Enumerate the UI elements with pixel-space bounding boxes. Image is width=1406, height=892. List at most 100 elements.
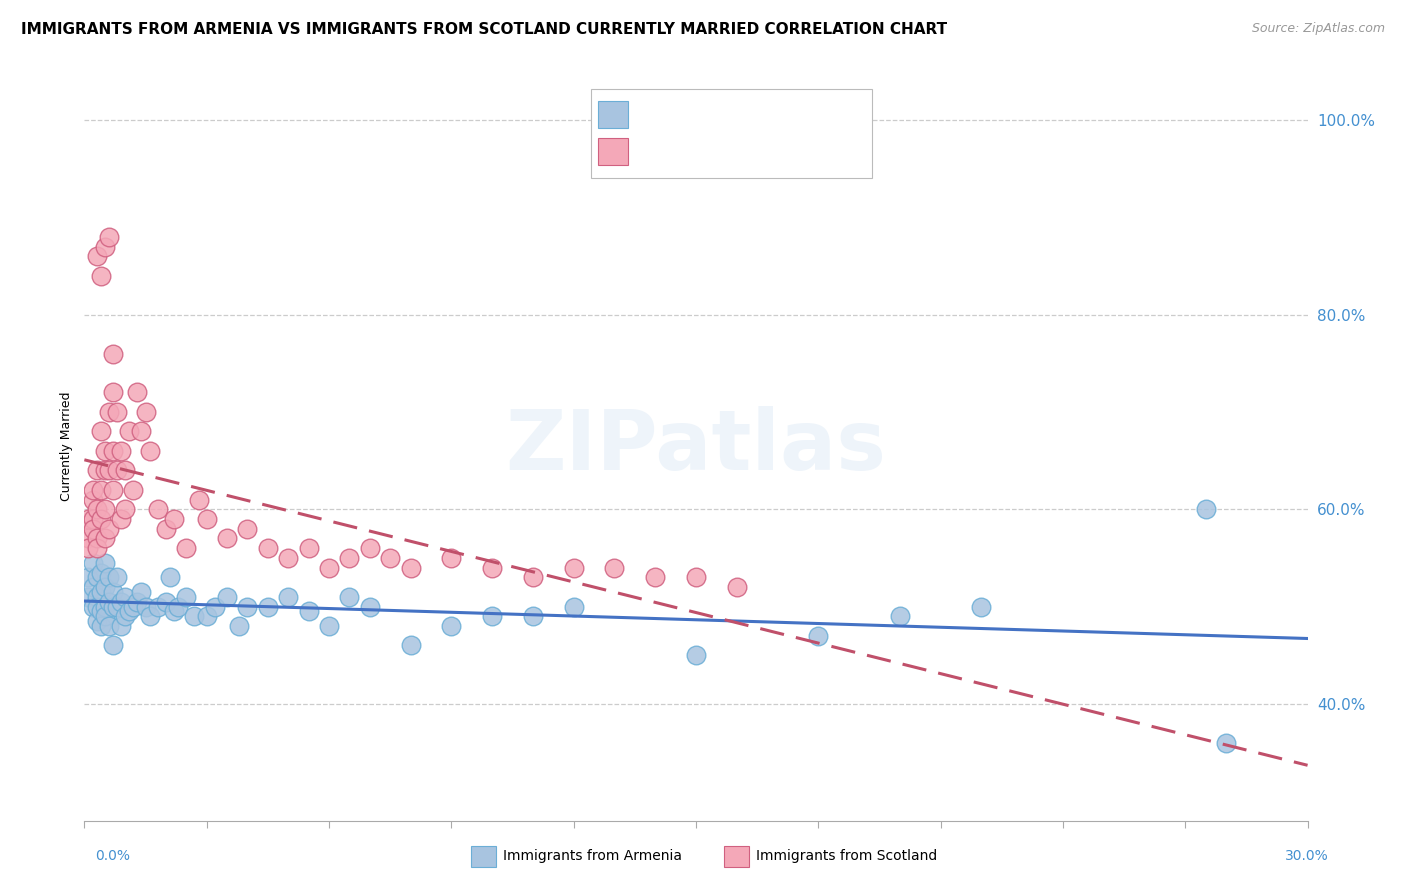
Point: [122, 483, 145, 497]
Point: [105, 405, 128, 419]
Point: [93, 580, 115, 594]
Text: Source: ZipAtlas.com: Source: ZipAtlas.com: [1251, 22, 1385, 36]
Point: [277, 550, 299, 565]
Point: [159, 570, 181, 584]
Point: [195, 512, 218, 526]
Point: [86, 502, 108, 516]
Point: [101, 599, 124, 614]
Point: [90, 585, 112, 599]
Text: 0.0%: 0.0%: [96, 849, 131, 863]
Point: [138, 443, 160, 458]
Point: [101, 639, 124, 653]
Point: [82, 599, 104, 614]
Point: [101, 346, 124, 360]
Point: [339, 590, 361, 604]
Point: [725, 580, 748, 594]
Point: [522, 609, 544, 624]
Point: [101, 585, 124, 599]
Point: [114, 590, 136, 604]
Point: [90, 512, 112, 526]
Point: [90, 619, 112, 633]
Text: R =  0.201   N = 64: R = 0.201 N = 64: [636, 104, 825, 122]
Point: [86, 590, 108, 604]
Point: [77, 541, 100, 556]
Point: [399, 560, 422, 574]
Point: [105, 570, 128, 584]
Point: [97, 522, 120, 536]
Point: [82, 492, 104, 507]
Point: [174, 590, 197, 604]
Point: [90, 483, 112, 497]
Point: [440, 550, 463, 565]
Point: [105, 599, 128, 614]
Point: [82, 580, 104, 594]
Point: [93, 502, 115, 516]
Point: [82, 522, 104, 536]
Point: [183, 609, 205, 624]
Point: [97, 229, 120, 244]
Point: [110, 443, 132, 458]
Point: [97, 595, 120, 609]
Point: [167, 599, 190, 614]
Point: [562, 599, 585, 614]
Point: [217, 590, 239, 604]
Point: [155, 522, 177, 536]
Point: [105, 463, 128, 477]
Point: [298, 604, 321, 618]
Point: [970, 599, 993, 614]
Point: [77, 570, 100, 584]
Point: [97, 619, 120, 633]
Point: [217, 532, 239, 546]
Point: [101, 385, 124, 400]
Point: [101, 443, 124, 458]
Point: [114, 463, 136, 477]
Point: [77, 532, 100, 546]
Point: [86, 570, 108, 584]
Point: [339, 550, 361, 565]
Point: [359, 599, 381, 614]
Point: [481, 609, 503, 624]
Point: [82, 556, 104, 570]
Point: [97, 405, 120, 419]
Point: [93, 463, 115, 477]
Point: [685, 648, 707, 663]
Y-axis label: Currently Married: Currently Married: [60, 392, 73, 500]
Point: [138, 609, 160, 624]
Point: [77, 590, 100, 604]
Point: [90, 425, 112, 439]
Point: [155, 595, 177, 609]
Text: Immigrants from Scotland: Immigrants from Scotland: [756, 849, 938, 863]
Point: [77, 512, 100, 526]
Point: [86, 541, 108, 556]
Point: [86, 463, 108, 477]
Point: [82, 512, 104, 526]
Point: [86, 614, 108, 628]
Point: [127, 595, 149, 609]
Point: [110, 512, 132, 526]
Point: [86, 249, 108, 263]
Point: [1195, 502, 1218, 516]
Point: [318, 560, 340, 574]
Point: [101, 483, 124, 497]
Point: [131, 585, 153, 599]
Point: [90, 566, 112, 580]
Point: [481, 560, 503, 574]
Text: 30.0%: 30.0%: [1285, 849, 1329, 863]
Point: [90, 604, 112, 618]
Point: [204, 599, 226, 614]
Point: [257, 541, 280, 556]
Point: [122, 599, 145, 614]
Point: [174, 541, 197, 556]
Point: [163, 604, 186, 618]
Point: [82, 483, 104, 497]
Point: [685, 570, 707, 584]
Point: [131, 425, 153, 439]
Point: [399, 639, 422, 653]
Point: [380, 550, 402, 565]
Point: [86, 599, 108, 614]
Point: [889, 609, 911, 624]
Point: [562, 560, 585, 574]
Text: Immigrants from Armenia: Immigrants from Armenia: [503, 849, 682, 863]
Text: R =  0.043   N = 65: R = 0.043 N = 65: [636, 143, 825, 161]
Point: [187, 492, 209, 507]
